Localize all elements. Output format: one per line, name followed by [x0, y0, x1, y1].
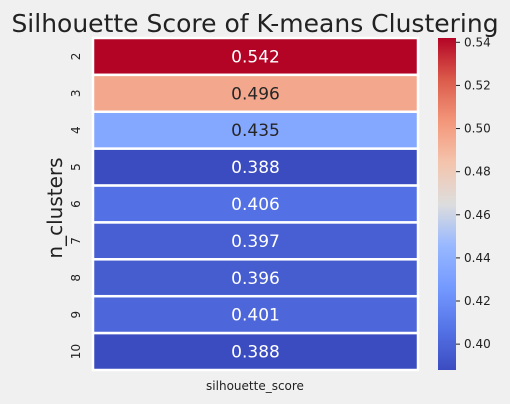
- y-tick-label: 2: [69, 53, 83, 61]
- chart-title: Silhouette Score of K-means Clustering: [11, 9, 498, 38]
- heatmap-cell-10: [91, 331, 420, 372]
- y-tick-label: 8: [69, 274, 83, 282]
- y-tick-label: 9: [69, 311, 83, 319]
- cell-value-label: 0.406: [231, 195, 280, 215]
- colorbar-tick-label: 0.46: [464, 208, 491, 222]
- y-tick-label: 10: [69, 344, 83, 359]
- x-axis-label: silhouette_score: [206, 379, 304, 393]
- y-axis-label: n_clusters: [43, 157, 67, 258]
- colorbar-tick-label: 0.44: [464, 251, 491, 265]
- cell-value-label: 0.401: [231, 306, 280, 326]
- cell-value-label: 0.435: [231, 121, 280, 141]
- y-tick-label: 6: [69, 200, 83, 208]
- colorbar-tick-labels: 0.40 0.42 0.44 0.46 0.48 0.50 0.52 0.54: [456, 35, 491, 351]
- cell-value-label: 0.396: [231, 269, 280, 289]
- cell-value-label: 0.397: [231, 232, 280, 252]
- colorbar-tick-label: 0.42: [464, 294, 491, 308]
- cell-value-label: 0.388: [231, 158, 280, 178]
- cell-value-label: 0.542: [231, 47, 280, 67]
- colorbar-tick-label: 0.52: [464, 78, 491, 92]
- heatmap-cell-2: [91, 36, 420, 77]
- y-tick-label: 3: [69, 90, 83, 98]
- cell-value-label: 0.496: [231, 84, 280, 104]
- heatmap-cell-7: [91, 221, 420, 261]
- y-tick-labels: 2 3 4 5 6 7 8 9 10: [69, 53, 83, 360]
- heatmap-cell-5: [91, 147, 420, 187]
- colorbar-tick-label: 0.50: [464, 122, 491, 136]
- y-tick-label: 5: [69, 163, 83, 171]
- colorbar-tick-label: 0.54: [464, 35, 491, 49]
- colorbar-tick-label: 0.48: [464, 165, 491, 179]
- heatmap-cells: 0.542 0.496 0.435 0.388 0.406 0.397 0.396 0.401…: [91, 36, 420, 372]
- cell-value-label: 0.388: [231, 343, 280, 363]
- colorbar: [438, 38, 456, 370]
- y-tick-label: 4: [69, 126, 83, 134]
- heatmap-cell-9: [91, 294, 420, 335]
- y-tick-label: 7: [69, 237, 83, 245]
- colorbar-tick-label: 0.40: [464, 337, 491, 351]
